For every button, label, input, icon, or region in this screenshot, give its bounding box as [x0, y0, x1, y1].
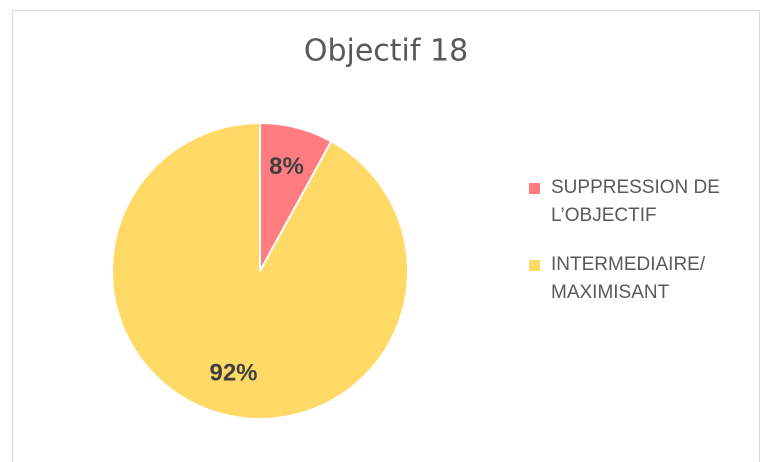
pie-slice [111, 121, 409, 420]
legend-swatch [529, 183, 540, 194]
legend-label: SUPPRESSION DE L’OBJECTIF [551, 177, 720, 226]
chart-title: Objectif 18 [304, 34, 468, 69]
data-label: 92% [209, 360, 257, 387]
data-label: 8% [269, 153, 304, 180]
legend-swatch [529, 260, 540, 271]
legend-label: INTERMEDIAIRE/ MAXIMISANT [551, 254, 706, 303]
